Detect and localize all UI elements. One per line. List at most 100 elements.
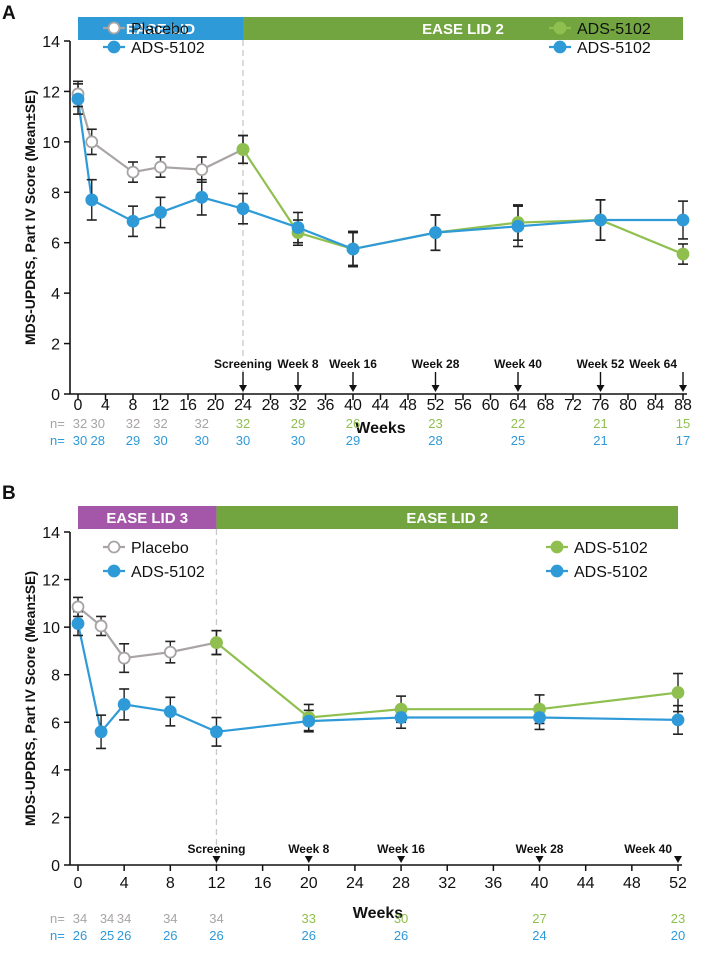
data-point-blue — [195, 190, 209, 204]
x-axis-title: Weeks — [355, 420, 406, 437]
n-value: 30 — [73, 433, 87, 448]
n-value: 28 — [91, 433, 105, 448]
y-tick-label: 0 — [51, 387, 60, 404]
data-point-blue — [94, 725, 108, 739]
x-tick-label: 8 — [166, 875, 175, 892]
n-value: 26 — [73, 928, 87, 943]
data-point-blue — [154, 206, 167, 219]
n-value: 22 — [511, 416, 525, 431]
visit-marker-label: Week 52 — [577, 357, 625, 371]
y-tick-label: 4 — [51, 286, 60, 303]
x-tick-label: 8 — [129, 397, 138, 414]
n-row-label: n= — [50, 433, 65, 448]
x-tick-label: 28 — [392, 875, 410, 892]
y-tick-label: 10 — [42, 135, 60, 152]
series-line-green — [242, 148, 684, 256]
x-tick-label: 80 — [619, 397, 637, 414]
x-tick-label: 12 — [152, 397, 170, 414]
n-value: 26 — [209, 928, 223, 943]
phase-band — [243, 17, 683, 40]
n-value: 32 — [195, 416, 209, 431]
data-point-placebo — [117, 651, 131, 665]
x-tick-label: 48 — [623, 875, 641, 892]
n-value: 30 — [153, 433, 167, 448]
x-tick-label: 52 — [669, 875, 687, 892]
y-tick-label: 14 — [42, 34, 60, 51]
visit-marker-label: Week 16 — [377, 842, 425, 856]
data-point-blue — [210, 725, 223, 739]
n-value: 26 — [117, 928, 131, 943]
visit-marker-arrowhead — [397, 856, 406, 863]
n-value: 29 — [126, 433, 140, 448]
n-value: 30 — [195, 433, 209, 448]
phase-band — [78, 17, 243, 40]
data-point-placebo — [154, 160, 167, 174]
x-tick-label: 24 — [234, 397, 252, 414]
data-point-blue — [394, 711, 408, 724]
visit-marker-arrowhead — [304, 856, 313, 863]
n-value: 17 — [676, 433, 690, 448]
n-value: 26 — [346, 416, 360, 431]
phase-band — [78, 506, 217, 529]
phase-label: EASE LID 3 — [106, 510, 188, 527]
legend-marker — [550, 540, 564, 554]
n-value: 23 — [671, 911, 685, 926]
n-value: 33 — [302, 911, 316, 926]
n-value: 30 — [394, 911, 408, 926]
visit-marker-arrowhead — [431, 385, 440, 392]
visit-marker-label: Screening — [214, 357, 272, 371]
legend-marker — [550, 564, 564, 578]
y-axis-title: MDS-UPDRS, Part IV Score (Mean±SE) — [22, 571, 38, 826]
data-point-blue — [429, 226, 442, 240]
data-point-blue — [126, 214, 140, 228]
series-line-blue — [76, 98, 683, 251]
panel-label: B — [2, 483, 16, 504]
data-point-green — [236, 143, 250, 156]
n-value: 34 — [117, 911, 131, 926]
legend-marker — [107, 21, 121, 35]
x-tick-label: 88 — [674, 397, 692, 414]
data-point-blue — [236, 202, 250, 216]
legend-label: ADS-5102 — [577, 40, 651, 57]
legend-label: ADS-5102 — [131, 564, 205, 581]
y-tick-label: 6 — [51, 715, 60, 732]
y-tick-label: 12 — [42, 84, 60, 101]
visit-marker-label: Week 8 — [288, 842, 329, 856]
data-point-blue — [71, 617, 85, 630]
data-point-placebo — [126, 165, 140, 179]
visit-marker-arrowhead — [212, 856, 221, 863]
n-value: 25 — [511, 433, 525, 448]
visit-marker-label: Week 16 — [329, 357, 377, 371]
x-tick-label: 40 — [531, 875, 549, 892]
visit-marker-arrowhead — [674, 856, 682, 863]
x-tick-label: 0 — [74, 875, 83, 892]
n-value: 26 — [302, 928, 316, 943]
x-tick-label: 68 — [537, 397, 555, 414]
x-tick-label: 20 — [207, 397, 225, 414]
data-point-blue — [291, 221, 305, 234]
n-value: 25 — [100, 928, 114, 943]
x-tick-label: 32 — [289, 397, 307, 414]
legend-label: ADS-5102 — [131, 40, 205, 57]
n-row-label: n= — [50, 928, 65, 943]
n-value: 30 — [236, 433, 250, 448]
data-point-placebo — [85, 135, 99, 149]
x-tick-label: 76 — [592, 397, 610, 414]
series-line-placebo — [77, 606, 217, 660]
x-tick-label: 28 — [262, 397, 280, 414]
x-tick-label: 12 — [208, 875, 226, 892]
x-tick-label: 64 — [509, 397, 527, 414]
data-point-blue — [346, 242, 360, 256]
x-tick-label: 4 — [101, 397, 110, 414]
n-value: 30 — [291, 433, 305, 448]
n-value: 29 — [291, 416, 305, 431]
legend-label: ADS-5102 — [577, 21, 651, 38]
x-tick-label: 4 — [120, 875, 129, 892]
data-point-blue — [533, 711, 546, 724]
y-axis-title: MDS-UPDRS, Part IV Score (Mean±SE) — [22, 90, 38, 345]
x-tick-label: 20 — [300, 875, 318, 892]
visit-marker-label: Week 40 — [624, 842, 672, 856]
